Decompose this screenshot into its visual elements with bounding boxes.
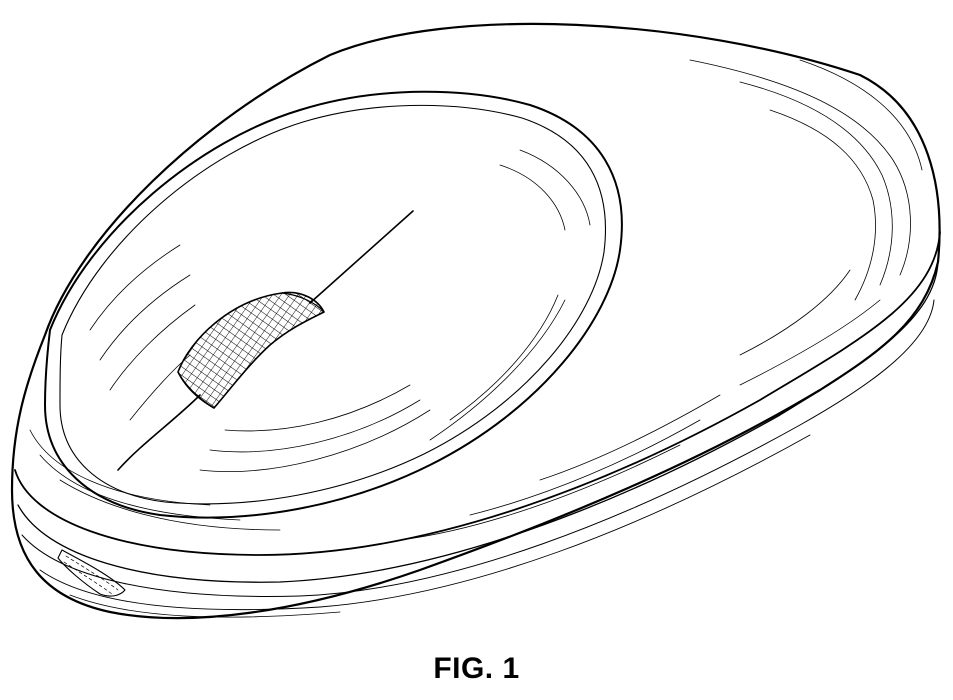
base-line: [40, 435, 810, 610]
shell-contours: [690, 60, 922, 385]
base-line: [22, 300, 934, 596]
button-split-line: [118, 395, 200, 470]
mouse-body: [12, 24, 940, 618]
figure-caption: FIG. 1: [0, 652, 953, 686]
top-surface-inner-ring: [60, 105, 605, 503]
scroll-wheel-body: [178, 292, 324, 408]
side-vent: [58, 550, 125, 596]
upper-seam-line: [15, 232, 940, 555]
top-surface: [45, 92, 622, 518]
button-split-line: [310, 211, 413, 303]
top-surface-rim: [45, 92, 622, 518]
body-outline: [12, 24, 940, 618]
top-contours: [90, 150, 590, 472]
front-contours: [30, 395, 720, 540]
scroll-wheel: [178, 292, 324, 408]
